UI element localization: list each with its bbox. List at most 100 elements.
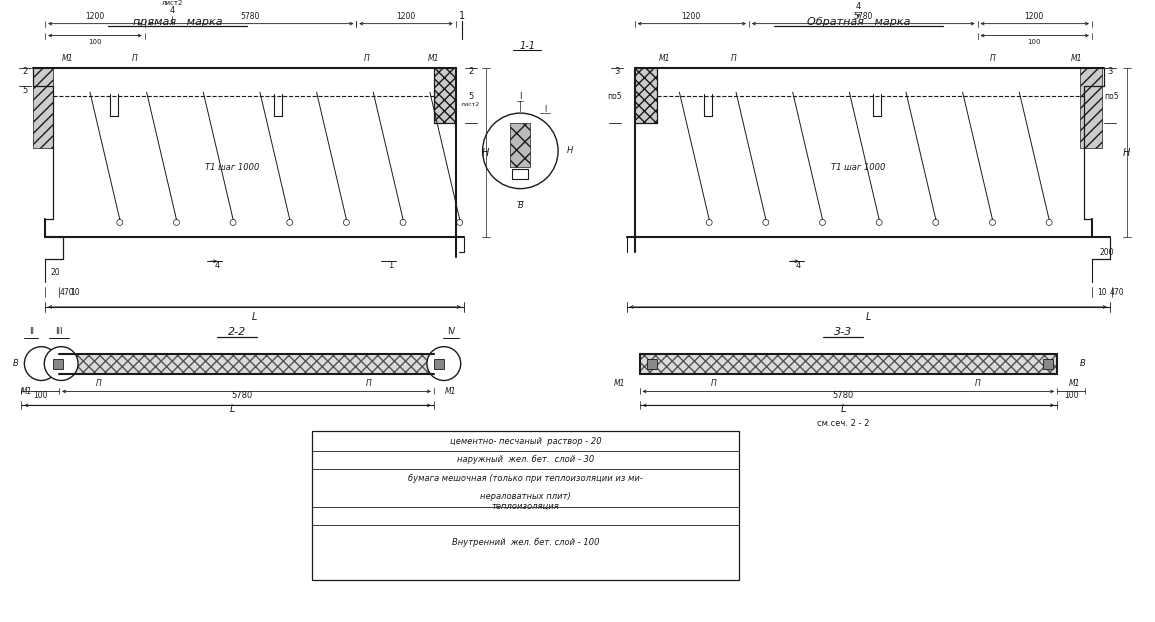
Text: 10: 10 [1097,287,1106,297]
Text: П: П [731,54,737,63]
Text: прямая   марка: прямая марка [133,17,222,27]
Bar [634,68,656,123]
Text: П: П [96,379,102,388]
Text: IV: IV [447,327,455,337]
Text: М1: М1 [21,387,32,396]
Text: П: П [365,379,371,388]
Text: П: П [132,54,137,63]
Text: L: L [841,404,847,414]
Text: Внутренний  жел. бет. слой - 100: Внутренний жел. бет. слой - 100 [452,538,599,547]
Circle shape [820,220,826,225]
Bar [1080,68,1102,148]
Text: по5: по5 [608,91,623,101]
Text: по5: по5 [1104,91,1119,101]
Text: I: I [519,91,522,101]
Circle shape [483,113,558,188]
Circle shape [456,220,463,225]
Text: 1: 1 [388,261,394,270]
Text: 1200: 1200 [396,12,416,21]
Text: L: L [252,312,256,322]
Text: 2: 2 [468,67,474,76]
Text: 5: 5 [23,86,28,95]
Text: 5780: 5780 [231,391,253,400]
Text: лист2: лист2 [162,0,184,6]
Text: H: H [482,148,490,158]
Text: Обратная   марка: Обратная марка [806,17,910,27]
Bar [312,431,739,580]
Text: 2-2: 2-2 [228,327,246,337]
Text: М1: М1 [445,387,456,396]
Text: 1: 1 [459,11,464,21]
Circle shape [877,220,882,225]
Text: П: П [364,54,370,63]
Text: 1200: 1200 [681,12,701,21]
Circle shape [706,220,713,225]
Text: М1: М1 [61,54,73,63]
Text: 4: 4 [796,261,802,270]
Circle shape [1046,220,1052,225]
Text: бумага мешочная (только при теплоизоляции из ми-: бумага мешочная (только при теплоизоляци… [408,475,642,483]
Circle shape [230,220,236,225]
Text: 5780: 5780 [833,391,854,400]
Bar [434,359,444,369]
Text: 5: 5 [468,91,474,101]
Text: П: П [990,54,996,63]
Text: 470: 470 [59,287,74,297]
Text: 3: 3 [1106,67,1112,76]
Text: 20: 20 [51,267,60,277]
Text: II: II [29,327,33,337]
Circle shape [24,346,58,381]
Text: III: III [55,327,62,337]
Text: П: П [975,379,981,388]
Text: см.сеч. 2 - 2: см.сеч. 2 - 2 [818,419,870,428]
Text: цементно- песчаный  раствор - 20: цементно- песчаный раствор - 20 [449,437,601,445]
Text: В: В [1080,359,1086,368]
Text: L: L [230,404,234,414]
Bar [647,359,656,369]
Text: 4: 4 [215,261,219,270]
Circle shape [44,346,79,381]
Text: М1: М1 [429,54,440,63]
Text: 1200: 1200 [1024,12,1044,21]
Text: 200: 200 [1100,248,1115,257]
Bar [434,68,456,123]
Circle shape [933,220,939,225]
Bar [33,68,53,148]
Text: 4: 4 [856,2,860,11]
Circle shape [990,220,996,225]
Text: В: В [13,359,18,368]
Text: М1: М1 [1071,54,1082,63]
Text: 1200: 1200 [85,12,105,21]
Text: 4: 4 [170,6,176,15]
Text: 3-3: 3-3 [834,327,852,337]
Text: наружный  жел. бет.  слой - 30: наружный жел. бет. слой - 30 [456,455,594,465]
Text: П: П [711,379,717,388]
Text: Н: Н [567,146,573,156]
Text: 5780: 5780 [240,12,260,21]
Text: 2: 2 [23,67,28,76]
Text: H: H [1123,148,1131,158]
Text: 100: 100 [1064,391,1079,400]
Bar [1043,359,1053,369]
Text: В: В [517,201,523,210]
Text: 100: 100 [33,391,47,400]
Text: 3: 3 [614,67,619,76]
Circle shape [762,220,769,225]
Text: М1: М1 [1070,379,1081,388]
Circle shape [427,346,461,381]
Bar [53,359,64,369]
Bar [511,123,530,167]
Circle shape [173,220,179,225]
Circle shape [286,220,292,225]
Bar [513,169,528,179]
Text: L: L [865,312,871,322]
Text: Т1 шаг 1000: Т1 шаг 1000 [204,163,259,172]
Text: I: I [544,104,546,114]
Text: М1: М1 [658,54,670,63]
Text: 10: 10 [70,287,80,297]
Circle shape [117,220,122,225]
Bar [640,354,1057,374]
Text: 100: 100 [88,39,102,45]
Text: Т1 шаг 1000: Т1 шаг 1000 [832,163,886,172]
Text: нераловатных плит): нераловатных плит) [480,492,571,501]
